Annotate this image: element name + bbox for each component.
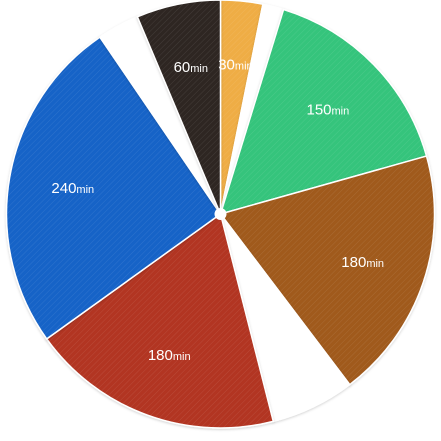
pie-slice-label-9: 60min [174, 59, 208, 76]
pie-slice-label-7: 240min [51, 180, 94, 197]
pie-slice-value-6: 180 [148, 347, 173, 364]
pie-slice-unit-1: min [235, 61, 253, 73]
pie-slice-unit-9: min [190, 63, 208, 75]
pie-center-dot [214, 208, 227, 220]
pie-slice-label-1: 30min [218, 57, 252, 74]
pie-slice-4 [219, 155, 436, 386]
pie-slice-texture-3 [220, 9, 427, 215]
pie-slice-3 [219, 8, 428, 216]
pie-slice-texture-4 [220, 156, 435, 385]
pie-slice-value-3: 150 [306, 101, 331, 118]
pie-slices [5, 0, 436, 429]
pie-slice-label-4: 180min [341, 254, 384, 271]
pie-slice-texture-9 [137, 0, 221, 214]
pie-slice-label-3: 150min [306, 101, 349, 118]
pie-slice-6 [45, 212, 275, 429]
pie-slice-value-9: 60 [174, 59, 191, 76]
pie-slice-value-1: 30 [218, 57, 235, 74]
pie-slice-value-4: 180 [341, 254, 366, 271]
pie-slice-unit-4: min [366, 258, 384, 270]
pie-slice-unit-7: min [76, 184, 94, 196]
pie-slice-9 [136, 0, 222, 215]
pie-slice-unit-6: min [173, 351, 191, 363]
pie-slice-7 [5, 36, 222, 340]
pie-slice-texture-6 [46, 214, 274, 428]
pie-slice-unit-3: min [332, 105, 350, 117]
pie-slice-texture-7 [6, 37, 221, 339]
pie-slice-label-6: 180min [148, 347, 191, 364]
pie-slice-value-7: 240 [51, 180, 76, 197]
